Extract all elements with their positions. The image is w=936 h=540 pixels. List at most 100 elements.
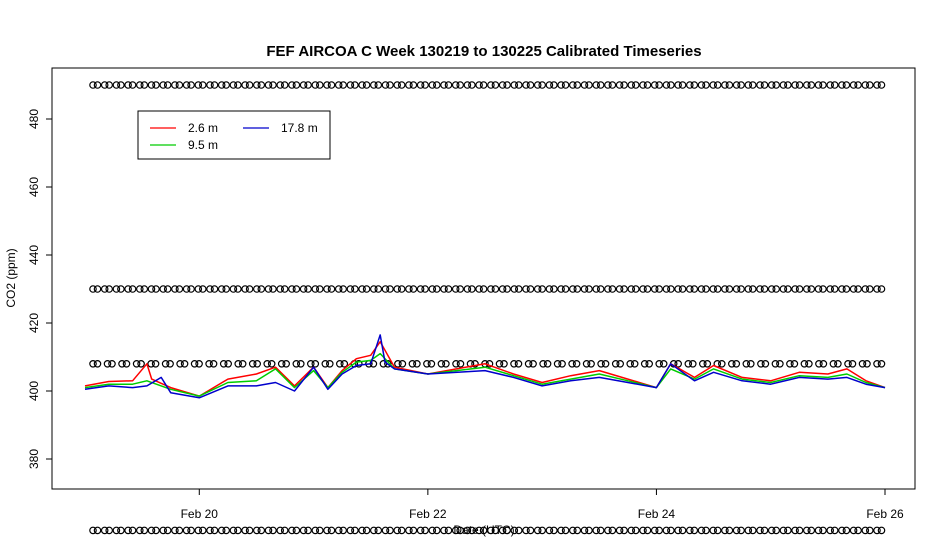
marker-point: [463, 81, 472, 89]
marker-point: [374, 526, 383, 535]
marker-point: [697, 285, 706, 293]
marker-point: [784, 81, 792, 89]
marker-point: [241, 526, 249, 535]
marker-point: [210, 285, 219, 293]
marker-point: [655, 359, 664, 368]
marker-point: [136, 526, 144, 535]
marker-point: [655, 526, 664, 535]
marker-point: [790, 359, 799, 368]
marker-point: [444, 81, 453, 89]
marker-point: [500, 359, 508, 368]
marker-point: [339, 285, 348, 293]
marker-point: [503, 526, 511, 535]
marker-point: [596, 81, 605, 89]
marker-point: [608, 81, 617, 89]
marker-point: [604, 285, 612, 293]
marker-point: [748, 81, 757, 89]
marker-point: [354, 359, 363, 368]
marker-point: [771, 359, 780, 368]
marker-point: [210, 81, 219, 89]
marker-point: [746, 359, 755, 368]
x-tick-label: Feb 22: [409, 507, 447, 521]
marker-point: [217, 81, 226, 89]
marker-point: [206, 81, 214, 89]
marker-point: [819, 526, 827, 535]
marker-point: [830, 285, 839, 293]
marker-point: [802, 285, 811, 293]
marker-point: [299, 81, 308, 89]
marker-point: [463, 526, 472, 535]
marker-point: [582, 359, 591, 368]
marker-point: [674, 285, 682, 293]
marker-point: [814, 285, 823, 293]
marker-point: [175, 526, 184, 535]
marker-point: [627, 81, 636, 89]
marker-point: [413, 359, 421, 368]
marker-point: [122, 359, 131, 368]
marker-point: [757, 359, 765, 368]
legend-box: [137, 110, 331, 160]
marker-point: [306, 359, 315, 368]
marker-point: [688, 359, 697, 368]
marker-point: [264, 81, 273, 89]
marker-point: [760, 526, 769, 535]
marker-point: [346, 81, 355, 89]
marker-point: [437, 359, 446, 368]
marker-point: [182, 81, 191, 89]
marker-point: [865, 285, 874, 293]
marker-point: [526, 285, 535, 293]
marker-point: [175, 81, 184, 89]
marker-point: [222, 81, 231, 89]
x-axis: Feb 20 Feb 22 Feb 24 Feb 26: [181, 488, 904, 521]
marker-point: [432, 526, 441, 535]
marker-point: [538, 81, 547, 89]
y-axis: 380 400 420 440 460 480: [27, 109, 53, 469]
x-tick-label: Feb 26: [866, 507, 904, 521]
marker-point: [194, 526, 203, 535]
marker-point: [475, 285, 483, 293]
marker-point: [381, 81, 390, 89]
marker-point: [100, 526, 109, 535]
marker-point: [522, 285, 530, 293]
marker-point: [176, 359, 184, 368]
marker-point: [428, 526, 437, 535]
marker-point: [873, 526, 881, 535]
marker-point: [451, 81, 460, 89]
marker-point: [269, 526, 277, 535]
marker-point: [702, 285, 710, 293]
marker-point: [136, 285, 144, 293]
marker-point: [323, 285, 331, 293]
marker-point: [498, 285, 507, 293]
marker-point: [553, 359, 562, 368]
marker-point: [697, 526, 706, 535]
marker-point: [89, 526, 97, 535]
marker-point: [334, 526, 343, 535]
marker-point: [288, 285, 296, 293]
marker-point: [592, 81, 601, 89]
marker-point: [580, 285, 589, 293]
series-line-2-6-m: [84, 340, 886, 397]
marker-point: [161, 359, 170, 368]
marker-point: [280, 526, 289, 535]
marker-point: [568, 81, 577, 89]
marker-point: [288, 81, 296, 89]
marker-point: [190, 359, 199, 368]
marker-point: [152, 81, 160, 89]
marker-point: [427, 359, 436, 368]
marker-point: [786, 359, 794, 368]
marker-point: [592, 285, 601, 293]
marker-point: [206, 285, 214, 293]
marker-point: [171, 526, 179, 535]
marker-point: [767, 285, 776, 293]
marker-point: [456, 285, 465, 293]
marker-point: [854, 81, 862, 89]
marker-point: [767, 81, 776, 89]
marker-point: [503, 81, 511, 89]
marker-point: [440, 285, 448, 293]
marker-point: [814, 81, 823, 89]
marker-point: [558, 359, 566, 368]
marker-point: [405, 81, 413, 89]
marker-point: [744, 81, 753, 89]
marker-point: [861, 526, 870, 535]
marker-point: [510, 526, 519, 535]
